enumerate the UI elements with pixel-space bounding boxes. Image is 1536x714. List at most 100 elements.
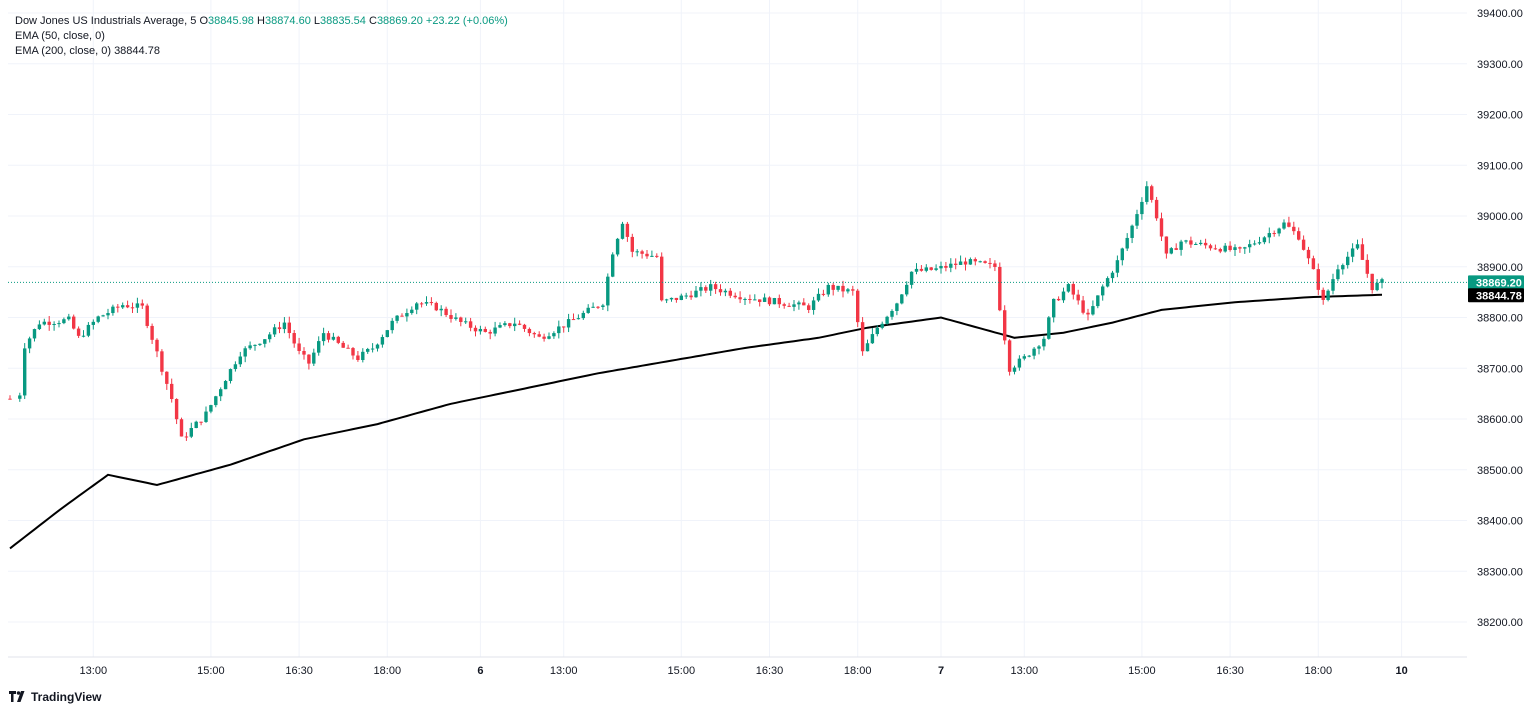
candle-body (277, 327, 282, 330)
candle-body (204, 411, 208, 422)
candle (792, 300, 796, 312)
candle (243, 346, 247, 363)
candle-body (405, 313, 409, 317)
candle (713, 281, 718, 294)
candle-body (601, 305, 605, 307)
candle (1311, 255, 1316, 270)
candle-body (566, 319, 571, 328)
candle (459, 316, 463, 327)
candle (1306, 246, 1311, 265)
candle-body (18, 395, 22, 399)
candle-body (542, 336, 546, 339)
candle (723, 288, 728, 297)
candle-body (733, 295, 737, 298)
candle-body (522, 324, 527, 329)
candle (1032, 347, 1036, 360)
candle-body (1022, 356, 1026, 359)
candle (1233, 244, 1237, 256)
candle-body (1360, 244, 1365, 260)
candle-body (713, 284, 718, 290)
candle-body (557, 326, 561, 334)
candle (439, 305, 443, 317)
candle-body (400, 315, 404, 317)
candle-body (684, 295, 688, 297)
candle-body (655, 255, 659, 257)
candle (1272, 230, 1276, 237)
candle (1341, 263, 1345, 275)
candle (890, 309, 894, 320)
candle (395, 315, 399, 324)
candle-body (410, 309, 414, 314)
candle (758, 299, 762, 307)
candle-body (366, 348, 370, 352)
candle-body (1096, 295, 1100, 307)
candle (1282, 219, 1286, 230)
candle (140, 299, 144, 309)
candle-body (96, 316, 100, 322)
candle-body (973, 259, 977, 262)
candle-body (660, 256, 664, 301)
candle-body (954, 263, 958, 265)
y-tick-label: 38500.00 (1477, 465, 1523, 477)
candle (174, 398, 179, 425)
candle-body (282, 322, 287, 330)
candle (1238, 246, 1242, 253)
candle (209, 404, 213, 414)
candle (1203, 238, 1208, 249)
candle (856, 288, 860, 328)
candle (1003, 305, 1007, 345)
candle (42, 318, 46, 326)
candle (777, 294, 781, 308)
candle (1228, 241, 1232, 252)
candle-body (194, 421, 198, 429)
y-axis: 38200.00 38300.00 38400.00 38500.00 38600.00… (1477, 8, 1523, 629)
candle (562, 326, 566, 333)
x-tick-label: 16:30 (285, 665, 313, 677)
candle (620, 221, 625, 240)
candle (380, 334, 385, 348)
legend-ema50-row[interactable]: EMA (50, close, 0) (15, 29, 508, 44)
candle-body (1105, 278, 1110, 287)
candle-body (292, 333, 296, 344)
candle (47, 316, 51, 331)
candle-body (1115, 260, 1120, 273)
candle (444, 306, 448, 317)
candle (635, 249, 639, 257)
candle (121, 302, 125, 309)
candle-body (42, 321, 46, 325)
candle (219, 387, 223, 402)
legend-ema200-row[interactable]: EMA (200, close, 0) 38844.78 (15, 44, 508, 59)
candle-body (214, 396, 218, 406)
candle (449, 309, 453, 323)
candle (263, 339, 267, 348)
candle-body (1086, 312, 1090, 315)
candle-body (547, 336, 551, 339)
candle-body (1248, 244, 1252, 248)
high-label: H (257, 15, 265, 27)
candle-body (625, 223, 630, 237)
tradingview-logo[interactable]: TradingView (9, 690, 101, 704)
candle-body (385, 330, 389, 338)
candle-body (699, 287, 703, 291)
change-value: +23.22 (+0.06%) (425, 15, 508, 27)
candle (1336, 264, 1340, 282)
ema200-badge: 38844.78 (1468, 288, 1524, 303)
candle (204, 406, 208, 423)
candle-body (571, 319, 576, 321)
candle (939, 261, 943, 274)
candle-body (924, 267, 928, 271)
candle (1252, 240, 1257, 246)
x-tick-label: 16:30 (1216, 665, 1244, 677)
candle-body (1042, 338, 1046, 347)
candle (821, 289, 826, 297)
candle (1105, 276, 1110, 288)
candle-body (1184, 240, 1188, 242)
candle (32, 328, 37, 342)
candle (1096, 295, 1100, 309)
candle (493, 321, 497, 337)
candle (694, 286, 698, 298)
candle-body (419, 303, 424, 305)
high-value: 38874.60 (264, 15, 311, 27)
candle-body (615, 238, 620, 255)
